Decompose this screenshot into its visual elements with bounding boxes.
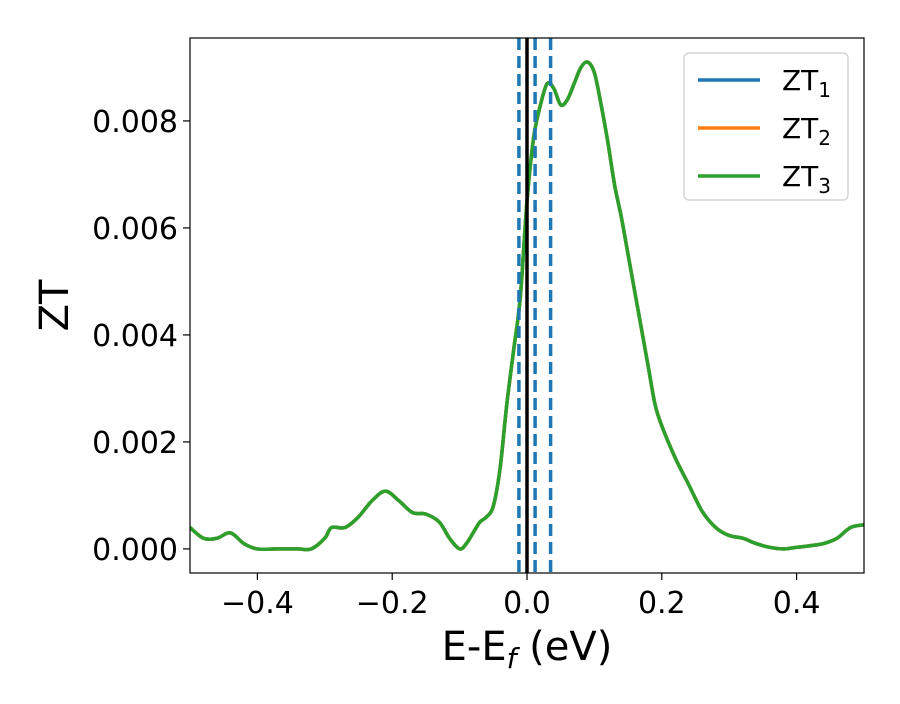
x-tick-label: 0.0 xyxy=(503,586,551,621)
y-tick-label: 0.002 xyxy=(92,426,178,461)
x-axis-label-main: E-E xyxy=(442,624,507,670)
x-axis-label: E-Ef (eV) xyxy=(442,624,613,675)
x-tick-label: 0.2 xyxy=(638,586,686,621)
y-tick-label: 0.006 xyxy=(92,212,178,247)
y-tick-label: 0.008 xyxy=(92,105,178,140)
legend-box xyxy=(683,52,849,201)
vertical-lines xyxy=(517,38,553,573)
series-line-3 xyxy=(190,60,864,552)
legend-label-3: ZT3 xyxy=(782,160,831,198)
x-axis-label-unit: (eV) xyxy=(516,624,612,670)
legend-label-1: ZT1 xyxy=(782,64,831,102)
legend-label-2: ZT2 xyxy=(782,112,831,150)
y-tick-label: 0.004 xyxy=(92,319,178,354)
plot-lines xyxy=(190,60,864,552)
x-axis: −0.4 −0.2 0.0 0.2 0.4 xyxy=(221,573,820,621)
y-axis: 0.000 0.002 0.004 0.006 0.008 xyxy=(92,105,190,568)
x-tick-label: 0.4 xyxy=(773,586,821,621)
y-tick-label: 0.000 xyxy=(92,533,178,568)
x-tick-label: −0.4 xyxy=(221,586,294,621)
legend: ZT1 ZT2 ZT3 xyxy=(683,52,849,201)
y-axis-label: ZT xyxy=(32,279,78,331)
x-tick-label: −0.2 xyxy=(356,586,429,621)
